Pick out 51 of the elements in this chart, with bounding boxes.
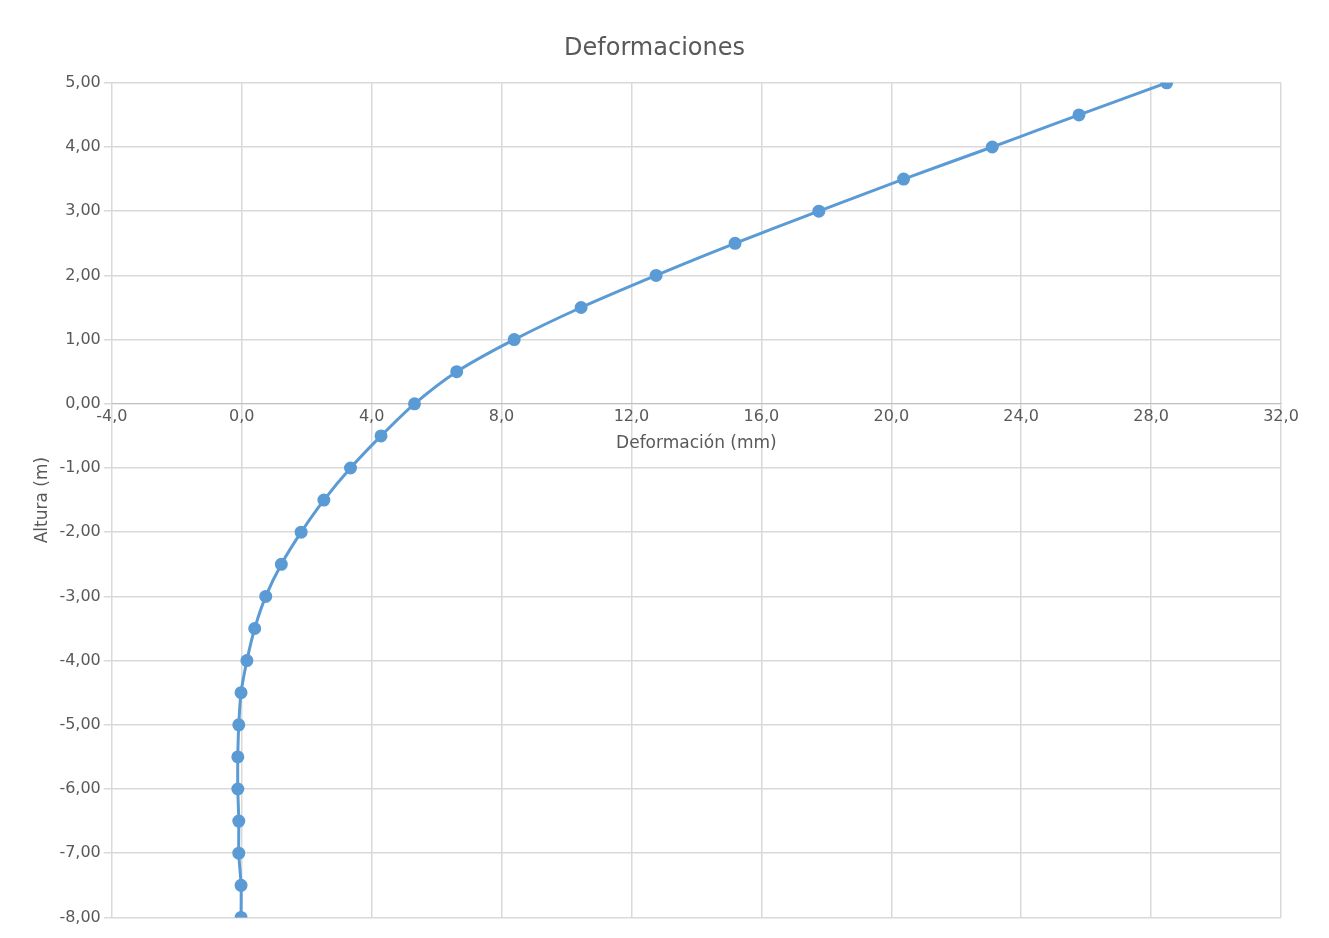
point	[649, 268, 663, 282]
point	[231, 782, 245, 796]
x-axis-title: Deformación (mm)	[616, 431, 777, 452]
point	[234, 878, 248, 892]
point	[317, 493, 331, 507]
y-tick-label: 1,00	[65, 328, 101, 348]
point	[728, 236, 742, 250]
y-tick-label: 0,00	[65, 392, 101, 412]
x-tick-label: 20,0	[873, 405, 910, 425]
y-tick-label: -2,00	[59, 521, 101, 541]
point	[259, 589, 273, 603]
point	[232, 718, 246, 732]
x-tick-label: 0,0	[228, 405, 255, 425]
point	[232, 846, 246, 860]
point	[248, 622, 262, 635]
y-tick-label: -7,00	[59, 842, 101, 862]
y-tick-label: 5,00	[65, 71, 101, 91]
point	[985, 140, 999, 154]
x-tick-label: 28,0	[1133, 405, 1169, 425]
y-tick-label: -1,00	[59, 457, 101, 477]
point	[232, 814, 246, 828]
y-tick-label: -4,00	[59, 649, 101, 669]
x-tick-label: 32,0	[1263, 405, 1299, 425]
point	[897, 172, 911, 186]
point	[231, 750, 245, 764]
x-tick-label: 4,0	[358, 405, 385, 425]
y-tick-label: 3,00	[65, 200, 101, 220]
y-tick-label: 2,00	[65, 264, 101, 284]
chart-title: Deformaciones	[564, 32, 745, 61]
point	[407, 397, 421, 411]
y-tick-label: -3,00	[59, 585, 101, 605]
point	[344, 461, 358, 475]
y-tick-label: 4,00	[65, 136, 101, 156]
y-tick-label: -6,00	[59, 778, 101, 798]
y-axis-title: Altura (m)	[30, 456, 51, 544]
point	[374, 429, 388, 443]
point	[274, 557, 288, 571]
point	[234, 686, 248, 700]
point	[1072, 108, 1086, 122]
y-tick-label: -8,00	[59, 906, 101, 926]
point	[507, 333, 521, 347]
x-tick-label: 12,0	[613, 405, 650, 425]
point	[812, 204, 826, 218]
x-tick-label: 8,0	[488, 405, 515, 425]
y-tick-label: -5,00	[59, 713, 101, 733]
point	[574, 301, 588, 314]
point	[294, 525, 308, 539]
point	[240, 654, 254, 668]
x-tick-label: 16,0	[743, 405, 780, 425]
x-tick-label: 24,0	[1003, 405, 1039, 425]
point	[450, 365, 464, 379]
